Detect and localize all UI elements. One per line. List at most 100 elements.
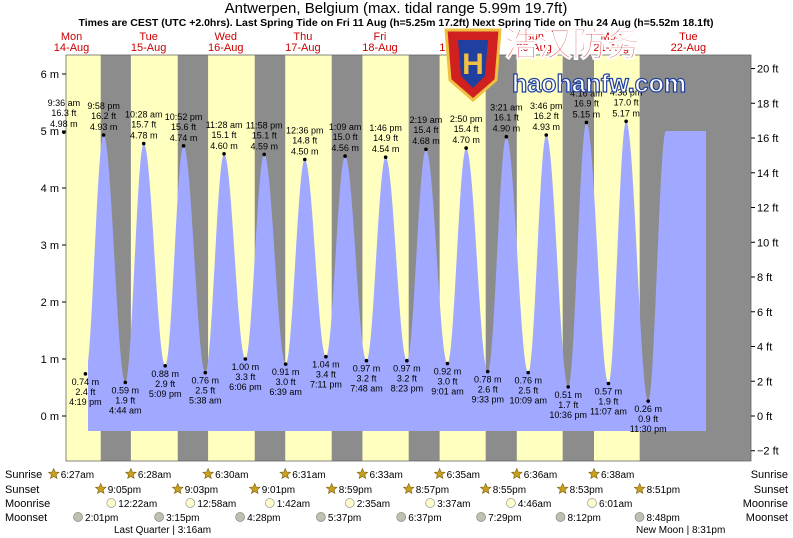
high-tide-time: 12:36 pm [286,126,324,136]
moonrise-moon-icon [106,498,117,508]
sunset-time: 8:55pm [493,485,526,496]
high-tide-meters: 5.15 m [573,109,601,119]
y-tick-label-feet: 0 ft [757,411,772,423]
sunrise-star-icon [588,467,600,480]
low-tide-time: 7:11 pm [310,380,342,390]
moon-phase-new-moon: New Moon | 8:31pm [636,525,725,536]
high-tide-feet: 16.9 ft [574,98,600,108]
high-tide-meters: 4.56 m [331,143,359,153]
low-tide-feet: 3.4 ft [316,370,337,380]
high-tide-point [424,147,428,152]
low-tide-time: 6:39 am [269,387,302,397]
moonrise-time: 12:58am [197,499,236,510]
day-of-week-label: Fri [374,31,387,43]
low-tide-meters: 0.78 m [474,375,502,385]
day-of-week-label: Tue [679,31,698,43]
y-tick-label-feet: −2 ft [757,446,779,458]
low-tide-feet: 3.2 ft [356,374,377,384]
low-tide-point [163,364,167,368]
moonrise-moon-icon [425,498,435,508]
low-tide-feet: 2.5 ft [518,386,539,396]
date-label: 22-Aug [671,42,706,54]
date-label: 18-Aug [362,42,397,54]
low-tide-meters: 0.97 m [353,364,381,374]
low-tide-point [566,385,571,389]
y-tick-label-feet: 2 ft [757,376,772,388]
day-of-week-label: Mon [61,31,82,43]
sunrise-time: 6:36am [524,470,557,481]
row-label-left: Moonrise [5,498,50,510]
high-tide-time: 11:58 pm [246,120,283,130]
low-tide-feet: 2.9 ft [155,379,176,389]
high-tide-point [101,133,106,137]
high-tide-point [624,119,628,124]
y-tick-label-feet: 12 ft [757,203,778,215]
astro-rows: Sunrise Sunrise Sunset Sunset Moonrise Moonri… [5,467,788,536]
low-tide-point [485,369,490,374]
high-tide-point [181,144,186,148]
day-of-week-label: Wed [215,31,237,43]
sunrise-time: 6:30am [215,470,248,481]
high-tide-point [302,157,307,162]
high-tide-meters: 4.74 m [170,133,198,143]
high-tide-point [222,152,226,156]
sunset-star-icon [479,482,492,495]
high-tide-point [464,146,468,150]
low-tide-time: 7:48 am [350,384,383,394]
y-tick-label-feet: 18 ft [757,98,778,110]
axes: 0 m 1 m 2 m 3 m 4 m 5 m 6 m −2 ft 0 ft 2 ft 4 ft 6 … [41,64,779,458]
low-tide-point [606,381,611,386]
moonset-time: 8:12pm [567,513,600,524]
moonrise-time: 4:46am [518,499,551,510]
high-tide-feet: 15.7 ft [131,120,157,130]
y-tick-label-meters: 2 m [41,297,59,309]
moonrise-time: 6:01am [599,499,632,510]
sunrise-star-icon [47,467,60,480]
sunset-star-icon [325,482,338,495]
row-label-right: Moonset [746,512,788,524]
day-of-week-label: Sun [524,31,544,43]
low-tide-meters: 0.92 m [434,367,462,377]
high-tide-feet: 16.2 ft [91,111,117,121]
low-tide-meters: 0.51 m [554,390,582,400]
sunrise-time: 6:33am [369,470,402,481]
high-tide-meters: 4.70 m [452,135,480,145]
low-tide-point [364,358,369,363]
low-tide-time: 5:38 am [189,396,222,406]
date-label: 14-Aug [54,42,89,54]
y-tick-label-meters: 3 m [41,240,59,252]
low-tide-feet: 0.9 ft [638,414,659,424]
moonset-moon-icon [555,512,566,522]
date-label: 16-Aug [208,42,243,54]
watermark-url: haohanfw.com [512,70,686,98]
high-tide-time: 2:19 am [410,115,443,125]
low-tide-time: 4:44 am [109,405,142,415]
moonrise-moon-icon [506,498,516,508]
high-tide-feet: 14.8 ft [292,136,318,146]
high-tide-meters: 4.90 m [493,124,521,134]
high-tide-feet: 15.1 ft [252,130,278,140]
low-tide-time: 9:33 pm [471,395,504,405]
moonrise-time: 2:35am [357,499,390,510]
low-tide-point [405,358,409,363]
low-tide-meters: 0.59 m [112,385,140,395]
sunset-time: 9:05pm [108,485,141,496]
sunset-time: 8:53pm [570,485,603,496]
high-tide-meters: 4.59 m [250,141,278,151]
day-of-week-label: Tue [139,31,158,43]
high-tide-meters: 4.50 m [291,147,319,157]
moonset-moon-icon [634,512,645,522]
plot-frame [65,54,752,462]
high-tide-time: 1:46 pm [369,123,402,133]
moonrise-moon-icon [587,498,597,508]
day-of-week-label: Mon [601,31,622,43]
high-tide-meters: 4.60 m [210,141,238,151]
moonset-moon-icon [154,512,164,522]
high-tide-feet: 16.1 ft [494,113,520,123]
date-label: 17-Aug [285,42,320,54]
sunrise-star-icon [356,467,369,480]
moonset-moon-icon [476,512,486,522]
moonset-moon-icon [396,512,407,522]
sunset-star-icon [633,482,646,495]
